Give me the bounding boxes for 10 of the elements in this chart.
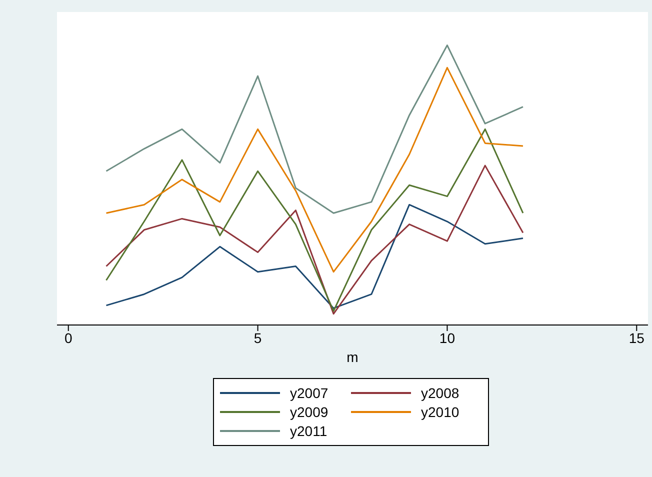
x-tick-label: 5 [254, 330, 262, 346]
legend-label: y2010 [421, 404, 460, 420]
x-tick-label: 15 [628, 330, 645, 346]
legend-label: y2008 [421, 385, 460, 401]
legend-label: y2011 [290, 423, 328, 439]
x-tick-label: 10 [439, 330, 456, 346]
legend-label: y2009 [290, 404, 328, 420]
legend-label: y2007 [290, 385, 328, 401]
x-tick-label: 0 [64, 330, 72, 346]
x-axis-title: m [346, 349, 358, 365]
